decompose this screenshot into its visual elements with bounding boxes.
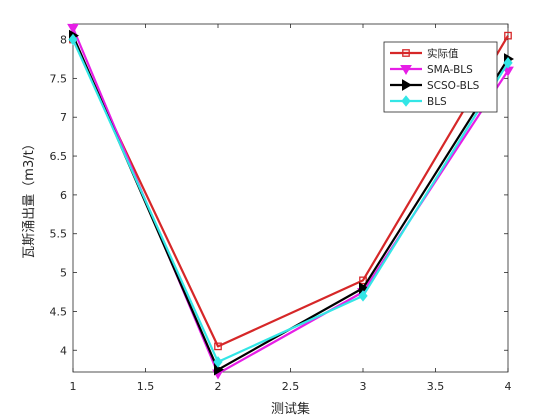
x-tick-label: 1.5 (137, 380, 155, 393)
data-point (359, 276, 367, 285)
legend-entry: 实际值 (390, 47, 459, 60)
y-tick-label: 8 (60, 34, 67, 47)
data-point (68, 33, 78, 46)
y-tick-label: 4 (60, 344, 67, 357)
x-tick-label: 3.5 (427, 380, 445, 393)
x-tick-label: 1 (70, 380, 77, 393)
legend-label: SMA-BLS (427, 64, 473, 76)
legend-marker (402, 79, 412, 91)
y-tick-label: 7 (60, 111, 67, 124)
legend-marker (400, 65, 412, 75)
y-tick-label: 5 (60, 267, 67, 280)
legend-label: SCSO-BLS (427, 80, 480, 92)
series-line (72, 35, 509, 348)
legend-label: BLS (427, 96, 447, 108)
y-tick-label: 6 (60, 189, 67, 202)
series-layer (67, 23, 514, 380)
y-tick-label: 7.5 (50, 72, 68, 85)
legend-marker (401, 95, 411, 107)
x-tick-label: 4 (505, 380, 512, 393)
legend-label: 实际值 (427, 47, 459, 60)
data-point (214, 363, 224, 376)
axis-ticks: 1 1.5 2 2.5 3 3.5 4 4 4.5 5 5.5 6 6.5 7 7.5 8 (50, 24, 512, 393)
y-tick-label: 5.5 (50, 228, 68, 241)
data-point (504, 31, 512, 40)
data-point (503, 57, 513, 69)
data-point (214, 342, 222, 351)
x-tick-label: 2.5 (282, 380, 300, 393)
data-point (358, 290, 368, 302)
x-tick-label: 2 (215, 380, 222, 393)
legend: 实际值 SMA-BLS SCSO-BLS BLS (383, 41, 498, 113)
data-point (359, 282, 369, 294)
y-tick-label: 6.5 (50, 150, 68, 163)
data-point (67, 23, 79, 34)
y-tick-label: 4.5 (50, 305, 68, 318)
legend-entry: SCSO-BLS (390, 79, 480, 92)
data-point (213, 356, 223, 368)
series-3 (68, 33, 513, 368)
legend-entry: BLS (390, 95, 447, 108)
series-line (71, 39, 509, 364)
x-axis-title: 测试集 (271, 401, 310, 417)
x-tick-label: 3 (360, 380, 367, 393)
y-axis-title: 瓦斯涌出量（m3/t） (22, 137, 37, 258)
legend-marker (402, 49, 410, 57)
legend-entry: SMA-BLS (390, 64, 473, 76)
